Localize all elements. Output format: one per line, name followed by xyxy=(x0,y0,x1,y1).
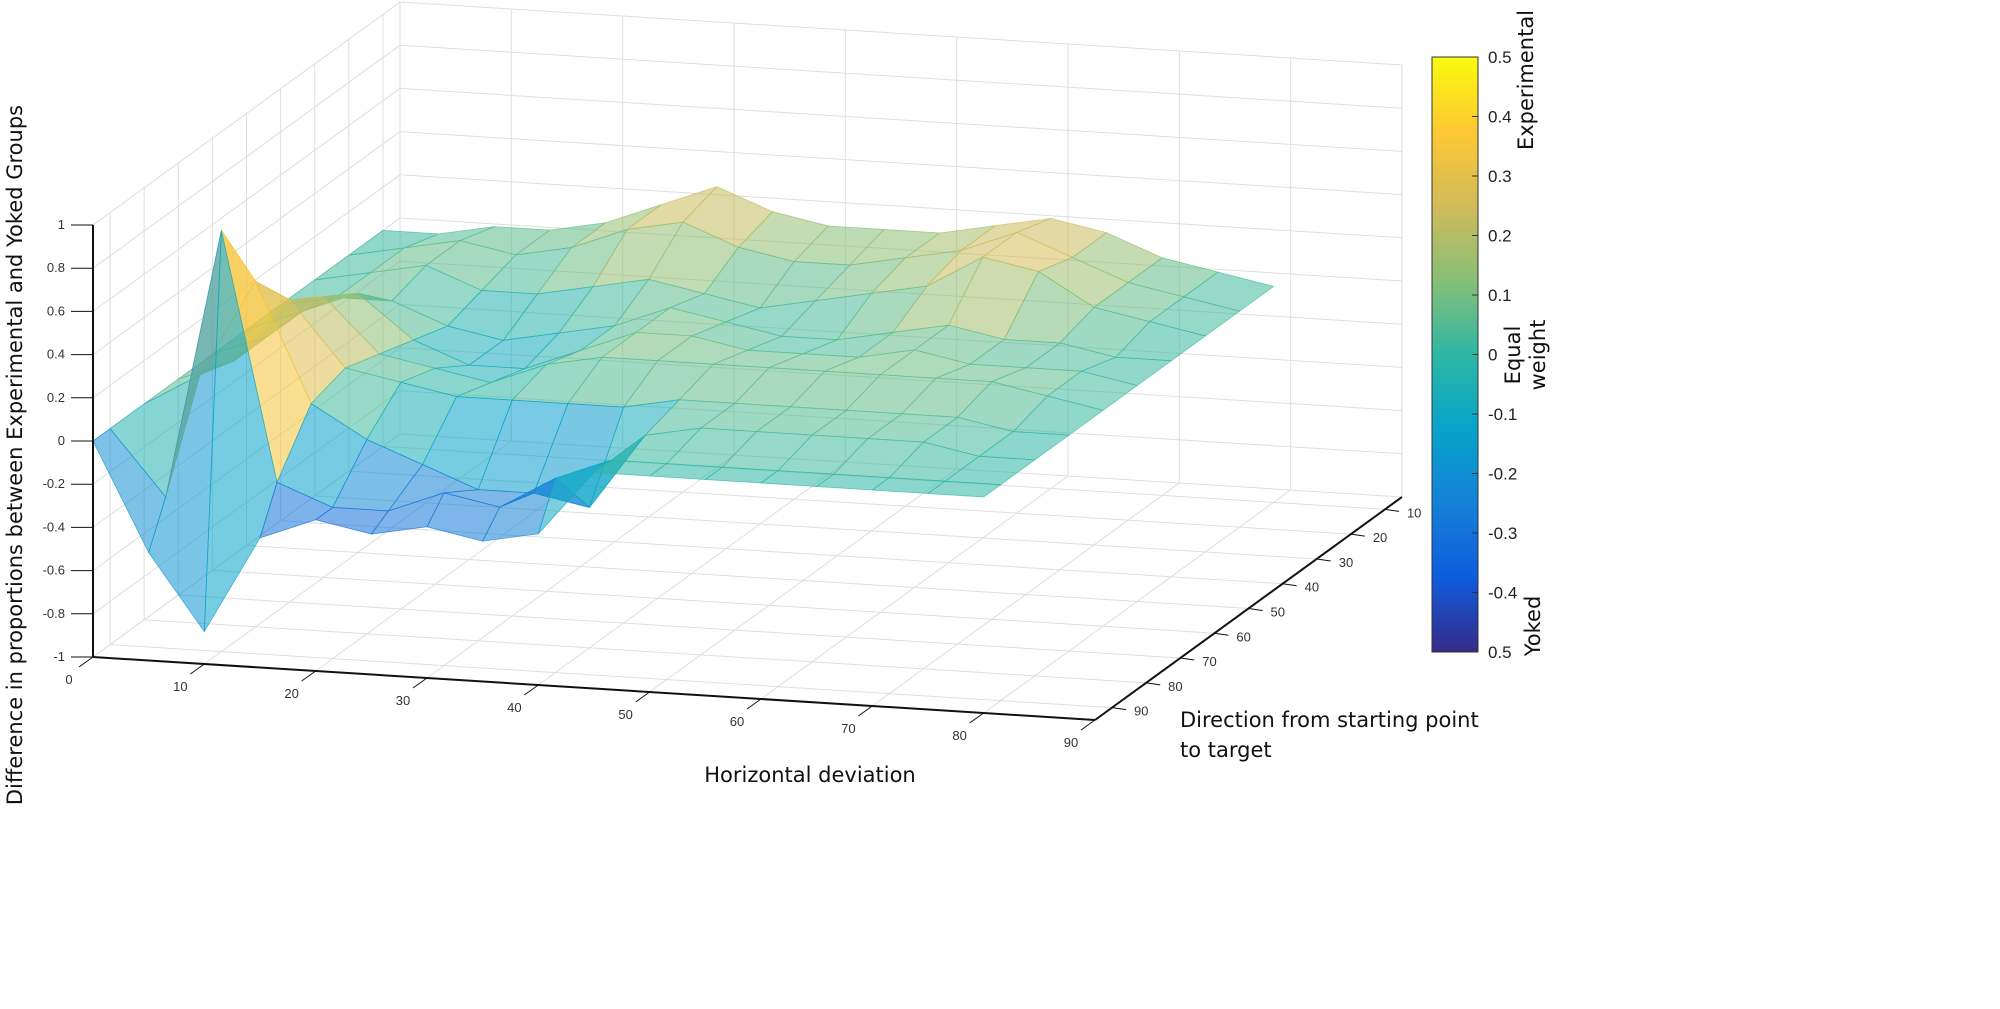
z-tick-label: 0.8 xyxy=(47,260,65,275)
y-tick-label: 80 xyxy=(1168,679,1182,694)
axes: -1-0.8-0.6-0.4-0.200.20.40.60.810 10 20 30 4… xyxy=(43,217,1422,750)
y-tick xyxy=(1248,608,1263,611)
grid-line-back-z xyxy=(399,174,1403,239)
x-tick-label: 60 xyxy=(730,714,744,729)
x-tick xyxy=(78,656,94,668)
z-tick-label: 0.2 xyxy=(47,390,65,405)
y-tick xyxy=(1111,707,1127,711)
x-tick-label: 90 xyxy=(1064,735,1078,750)
x-tick-label: 50 xyxy=(618,707,632,722)
z-tick-label: 0 xyxy=(58,433,65,448)
grid-line-floor-y xyxy=(144,619,1147,684)
y-tick-label: 60 xyxy=(1236,629,1250,644)
y-tick xyxy=(1180,657,1195,661)
grid-line-floor-y xyxy=(178,594,1181,659)
x-tick xyxy=(412,677,428,689)
surface xyxy=(92,186,1275,633)
y-tick xyxy=(1146,682,1161,686)
y-axis-label-line2: to target xyxy=(1180,738,1272,762)
x-tick xyxy=(301,670,316,682)
x-tick-label: 30 xyxy=(396,693,410,708)
colorbar-tick-label: -0.2 xyxy=(1488,465,1517,484)
x-axis-label: Horizontal deviation xyxy=(704,763,916,787)
colorbar-tick-label: 0.5 xyxy=(1488,48,1512,67)
x-axis-line xyxy=(92,656,1096,721)
z-tick-label: 1 xyxy=(58,217,65,232)
x-tick-label: 40 xyxy=(507,700,521,715)
z-tick-label: 0.4 xyxy=(47,347,65,362)
colorbar-label-equal: Equal xyxy=(1501,326,1525,385)
grid-line-side-z xyxy=(92,1,401,226)
x-tick-label: 70 xyxy=(841,721,855,736)
x-tick xyxy=(1080,719,1096,731)
z-tick-label: 0.6 xyxy=(47,303,65,318)
x-tick-label: 80 xyxy=(952,728,966,743)
colorbar-bar xyxy=(1431,56,1479,653)
x-tick-label: 0 xyxy=(65,672,72,687)
colorbar-label-yoked: Yoked xyxy=(1521,596,1545,658)
x-tick xyxy=(524,684,539,696)
grid-line-back-z xyxy=(399,44,1403,109)
y-tick-label: 40 xyxy=(1305,580,1319,595)
y-tick xyxy=(1384,508,1400,512)
colorbar-tick-label: 0 xyxy=(1488,346,1497,365)
colorbar-tick-label: 0.4 xyxy=(1488,108,1512,127)
grid-line-side-z xyxy=(92,131,401,356)
colorbar-label-experimental: Experimental xyxy=(1514,10,1538,150)
grid-line-floor-y xyxy=(110,644,1113,709)
colorbar-tick-label: -0.4 xyxy=(1488,584,1517,603)
colorbar-tick-label: 0.2 xyxy=(1488,227,1512,246)
colorbar-label-weight: weight xyxy=(1526,320,1550,391)
z-tick-label: -0.8 xyxy=(43,606,65,621)
x-tick-label: 20 xyxy=(284,686,298,701)
y-axis-label-line1: Direction from starting point xyxy=(1180,708,1479,732)
x-tick xyxy=(746,698,762,710)
colorbar-tick-label: 0.1 xyxy=(1488,286,1512,305)
colorbar-tick-label: 0.5 xyxy=(1488,643,1512,662)
y-tick-label: 10 xyxy=(1407,505,1421,520)
x-tick xyxy=(969,712,984,724)
y-tick xyxy=(1282,583,1297,587)
grid-line-side-z xyxy=(92,44,401,269)
x-tick-label: 10 xyxy=(173,679,187,694)
surface-patch xyxy=(926,480,1002,498)
y-tick-label: 30 xyxy=(1339,555,1353,570)
grid-line-side-z xyxy=(92,87,401,312)
y-tick xyxy=(1350,533,1365,537)
grid-line-back-z xyxy=(399,1,1403,66)
grid-line-floor-y xyxy=(212,569,1215,634)
z-tick-label: -0.2 xyxy=(43,476,65,491)
colorbar-tick-label: 0.3 xyxy=(1488,167,1512,186)
z-axis-label: Difference in proportions between Experi… xyxy=(3,105,27,805)
colorbar-tick-label: -0.3 xyxy=(1488,524,1517,543)
grid-line-floor-y xyxy=(246,545,1249,609)
y-tick-label: 70 xyxy=(1202,654,1216,669)
grid-line-floor-y xyxy=(280,520,1283,585)
x-tick xyxy=(635,691,650,703)
y-tick-label: 90 xyxy=(1134,704,1148,719)
x-tick xyxy=(190,663,205,675)
z-tick-label: -0.6 xyxy=(43,563,65,578)
y-tick-label: 50 xyxy=(1271,605,1285,620)
colorbar: 0.5 0.4 0.3 0.2 0.1 0 -0.1 -0.2 -0.3 -0.4 0.5 xyxy=(1431,48,1517,662)
x-tick xyxy=(858,705,873,717)
z-tick-label: -0.4 xyxy=(43,519,65,534)
y-tick xyxy=(1316,558,1331,562)
z-tick-label: -1 xyxy=(53,649,65,664)
grid-line-back-z xyxy=(399,131,1403,196)
grid-line-back-z xyxy=(399,87,1403,152)
y-tick xyxy=(1214,632,1229,636)
colorbar-tick-label: -0.1 xyxy=(1488,405,1517,424)
y-tick-label: 20 xyxy=(1373,530,1387,545)
